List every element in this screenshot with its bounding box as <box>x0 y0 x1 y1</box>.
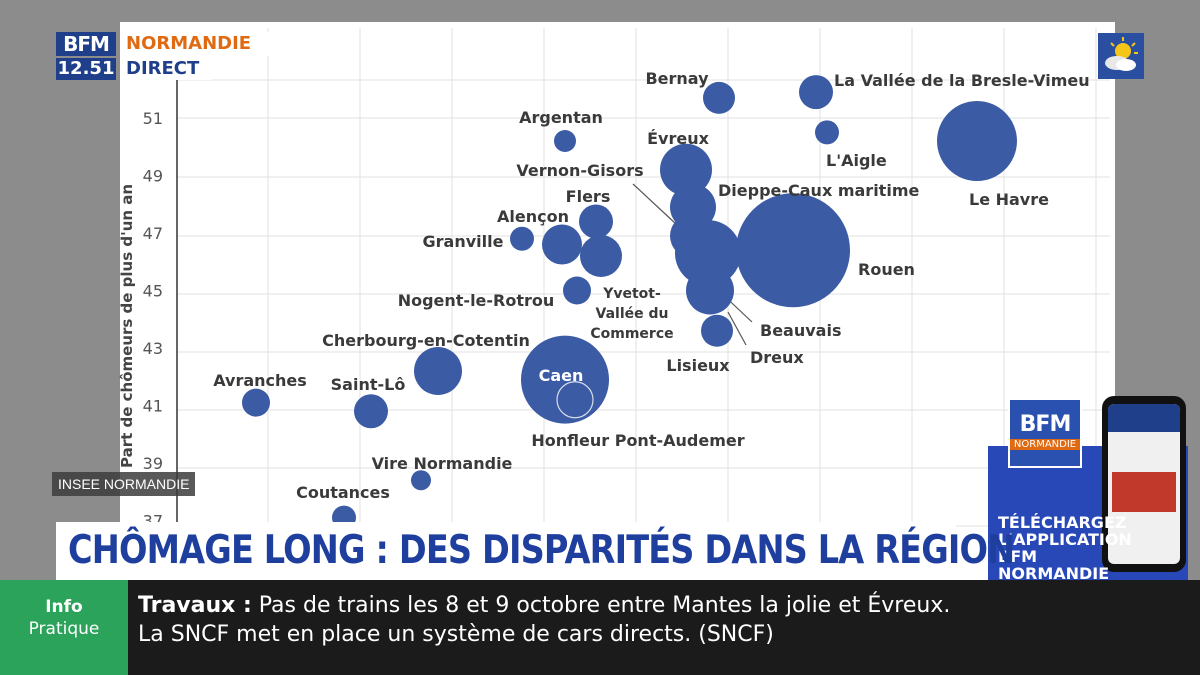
bubble-bernay <box>703 81 735 114</box>
bubble-flers <box>579 204 613 239</box>
source-tag: INSEE NORMANDIE <box>52 472 196 496</box>
clock-time: 12.51 <box>56 58 116 80</box>
bubble-honfleur-pont-audemer <box>557 381 593 418</box>
y-axis-label: Part de chômeurs de plus d'un an <box>118 184 136 468</box>
label-honfleur-pont-audemer: Honfleur Pont-Audemer <box>531 431 744 450</box>
label-caen: Caen <box>539 366 584 385</box>
label-vire-normandie: Vire Normandie <box>372 454 513 473</box>
bubble-saint-lo <box>354 394 388 429</box>
bubble-le-havre <box>937 101 1017 181</box>
label-dieppe-caux-maritime: Dieppe-Caux maritime <box>718 181 919 200</box>
bubble-alencon <box>542 224 582 265</box>
label-dreux: Dreux <box>750 348 804 367</box>
label-rouen: Rouen <box>858 260 915 279</box>
bubble-lisieux <box>701 314 733 347</box>
promo-text: TÉLÉCHARGEZ L'APPLICATION BFM NORMANDIE <box>998 513 1132 583</box>
y-tick-47: 47 <box>143 224 163 243</box>
phone-screen <box>1108 404 1180 564</box>
ticker-line-1: Travaux : Pas de trains les 8 et 9 octob… <box>138 593 950 618</box>
label-layer: Avranches Saint-Lô Cherbourg-en-Cotentin Vi… <box>213 69 1089 502</box>
label-lisieux: Lisieux <box>666 356 730 375</box>
info-box-line1: Info <box>45 597 83 617</box>
label-beauvais: Beauvais <box>760 321 841 340</box>
y-tick-49: 49 <box>143 167 163 186</box>
y-tick-41: 41 <box>143 397 163 416</box>
y-tick-51: 51 <box>143 109 163 128</box>
bubble-beauvais <box>675 220 741 287</box>
promo-logo: BFM NORMANDIE <box>1008 398 1082 468</box>
phone-app-header <box>1108 404 1180 432</box>
headline-text: CHÔMAGE LONG : DES DISPARITÉS DANS LA RÉ… <box>68 528 1015 573</box>
label-l-aigle: L'Aigle <box>826 151 887 170</box>
phone-app-image <box>1112 472 1176 512</box>
leader-vernon-gisors <box>632 183 677 225</box>
region-name: NORMANDIE <box>120 32 318 56</box>
y-tick-39: 39 <box>143 454 163 473</box>
label-avranches: Avranches <box>213 371 307 390</box>
label-granville: Granville <box>423 232 504 251</box>
bubble-yvetot-vallee-du-commerce <box>580 235 622 277</box>
label-le-havre: Le Havre <box>969 190 1049 209</box>
news-ticker: Info Pratique Travaux : Pas de trains le… <box>0 580 1200 675</box>
brand-logo: BFM <box>56 32 116 56</box>
promo-logo-region: NORMANDIE <box>1010 439 1080 450</box>
label-la-vallee-de-la-bresle-vimeu: La Vallée de la Bresle-Vimeu <box>834 71 1090 90</box>
y-tick-43: 43 <box>143 339 163 358</box>
label-saint-lo: Saint-Lô <box>331 375 406 394</box>
label-line-yvetot-vallee-du-commerce-1: Vallée du <box>596 306 669 322</box>
label-line-yvetot-vallee-du-commerce-2: Commerce <box>590 326 673 342</box>
info-box-line2: Pratique <box>28 619 100 639</box>
bubble-evreux <box>660 143 712 196</box>
label-alencon: Alençon <box>497 207 569 226</box>
bubble-l-aigle <box>815 120 839 145</box>
ticker-line-2: La SNCF met en place un système de cars … <box>138 622 774 647</box>
bubble-avranches <box>242 388 270 417</box>
phone-mockup <box>1102 396 1186 572</box>
live-badge: DIRECT <box>120 58 212 80</box>
bubble-la-vallee-de-la-bresle-vimeu <box>799 75 833 110</box>
label-yvetot-vallee-du-commerce: Yvetot- Vallée du Commerce <box>590 286 673 342</box>
y-tick-45: 45 <box>143 282 163 301</box>
bubble-layer <box>242 75 1017 530</box>
bubble-vire-normandie <box>411 470 431 491</box>
sun-cloud-icon <box>1098 33 1144 79</box>
bubble-dieppe-caux-maritime <box>670 184 716 231</box>
label-evreux: Évreux <box>647 129 709 148</box>
bubble-rouen <box>736 193 850 308</box>
bubble-nogent-le-rotrou <box>563 276 591 305</box>
leader-dreux <box>727 311 747 346</box>
bubble-outline-honfleur-pont-audemer <box>556 381 594 419</box>
promo-logo-brand: BFM <box>1019 412 1072 437</box>
label-bernay: Bernay <box>645 69 709 88</box>
ticker-keyword: Travaux : <box>138 593 252 618</box>
bubble-cherbourg-en-cotentin <box>414 347 462 395</box>
label-vernon-gisors: Vernon-Gisors <box>516 161 643 180</box>
bubble-argentan <box>554 130 576 152</box>
label-coutances: Coutances <box>296 483 390 502</box>
info-pratique-box: Info Pratique <box>0 580 128 675</box>
label-argentan: Argentan <box>519 108 603 127</box>
bubble-granville <box>510 226 534 251</box>
ticker-text-1: Pas de trains les 8 et 9 octobre entre M… <box>258 593 951 618</box>
weather-city: Deauville <box>1021 37 1092 55</box>
label-flers: Flers <box>566 187 611 206</box>
label-nogent-le-rotrou: Nogent-le-Rotrou <box>398 291 555 310</box>
label-cherbourg-en-cotentin: Cherbourg-en-Cotentin <box>322 331 530 350</box>
label-line-yvetot-vallee-du-commerce-0: Yvetot- <box>602 286 661 302</box>
headline-banner: CHÔMAGE LONG : DES DISPARITÉS DANS LA RÉ… <box>56 522 1015 580</box>
bubble-dreux <box>686 266 734 315</box>
